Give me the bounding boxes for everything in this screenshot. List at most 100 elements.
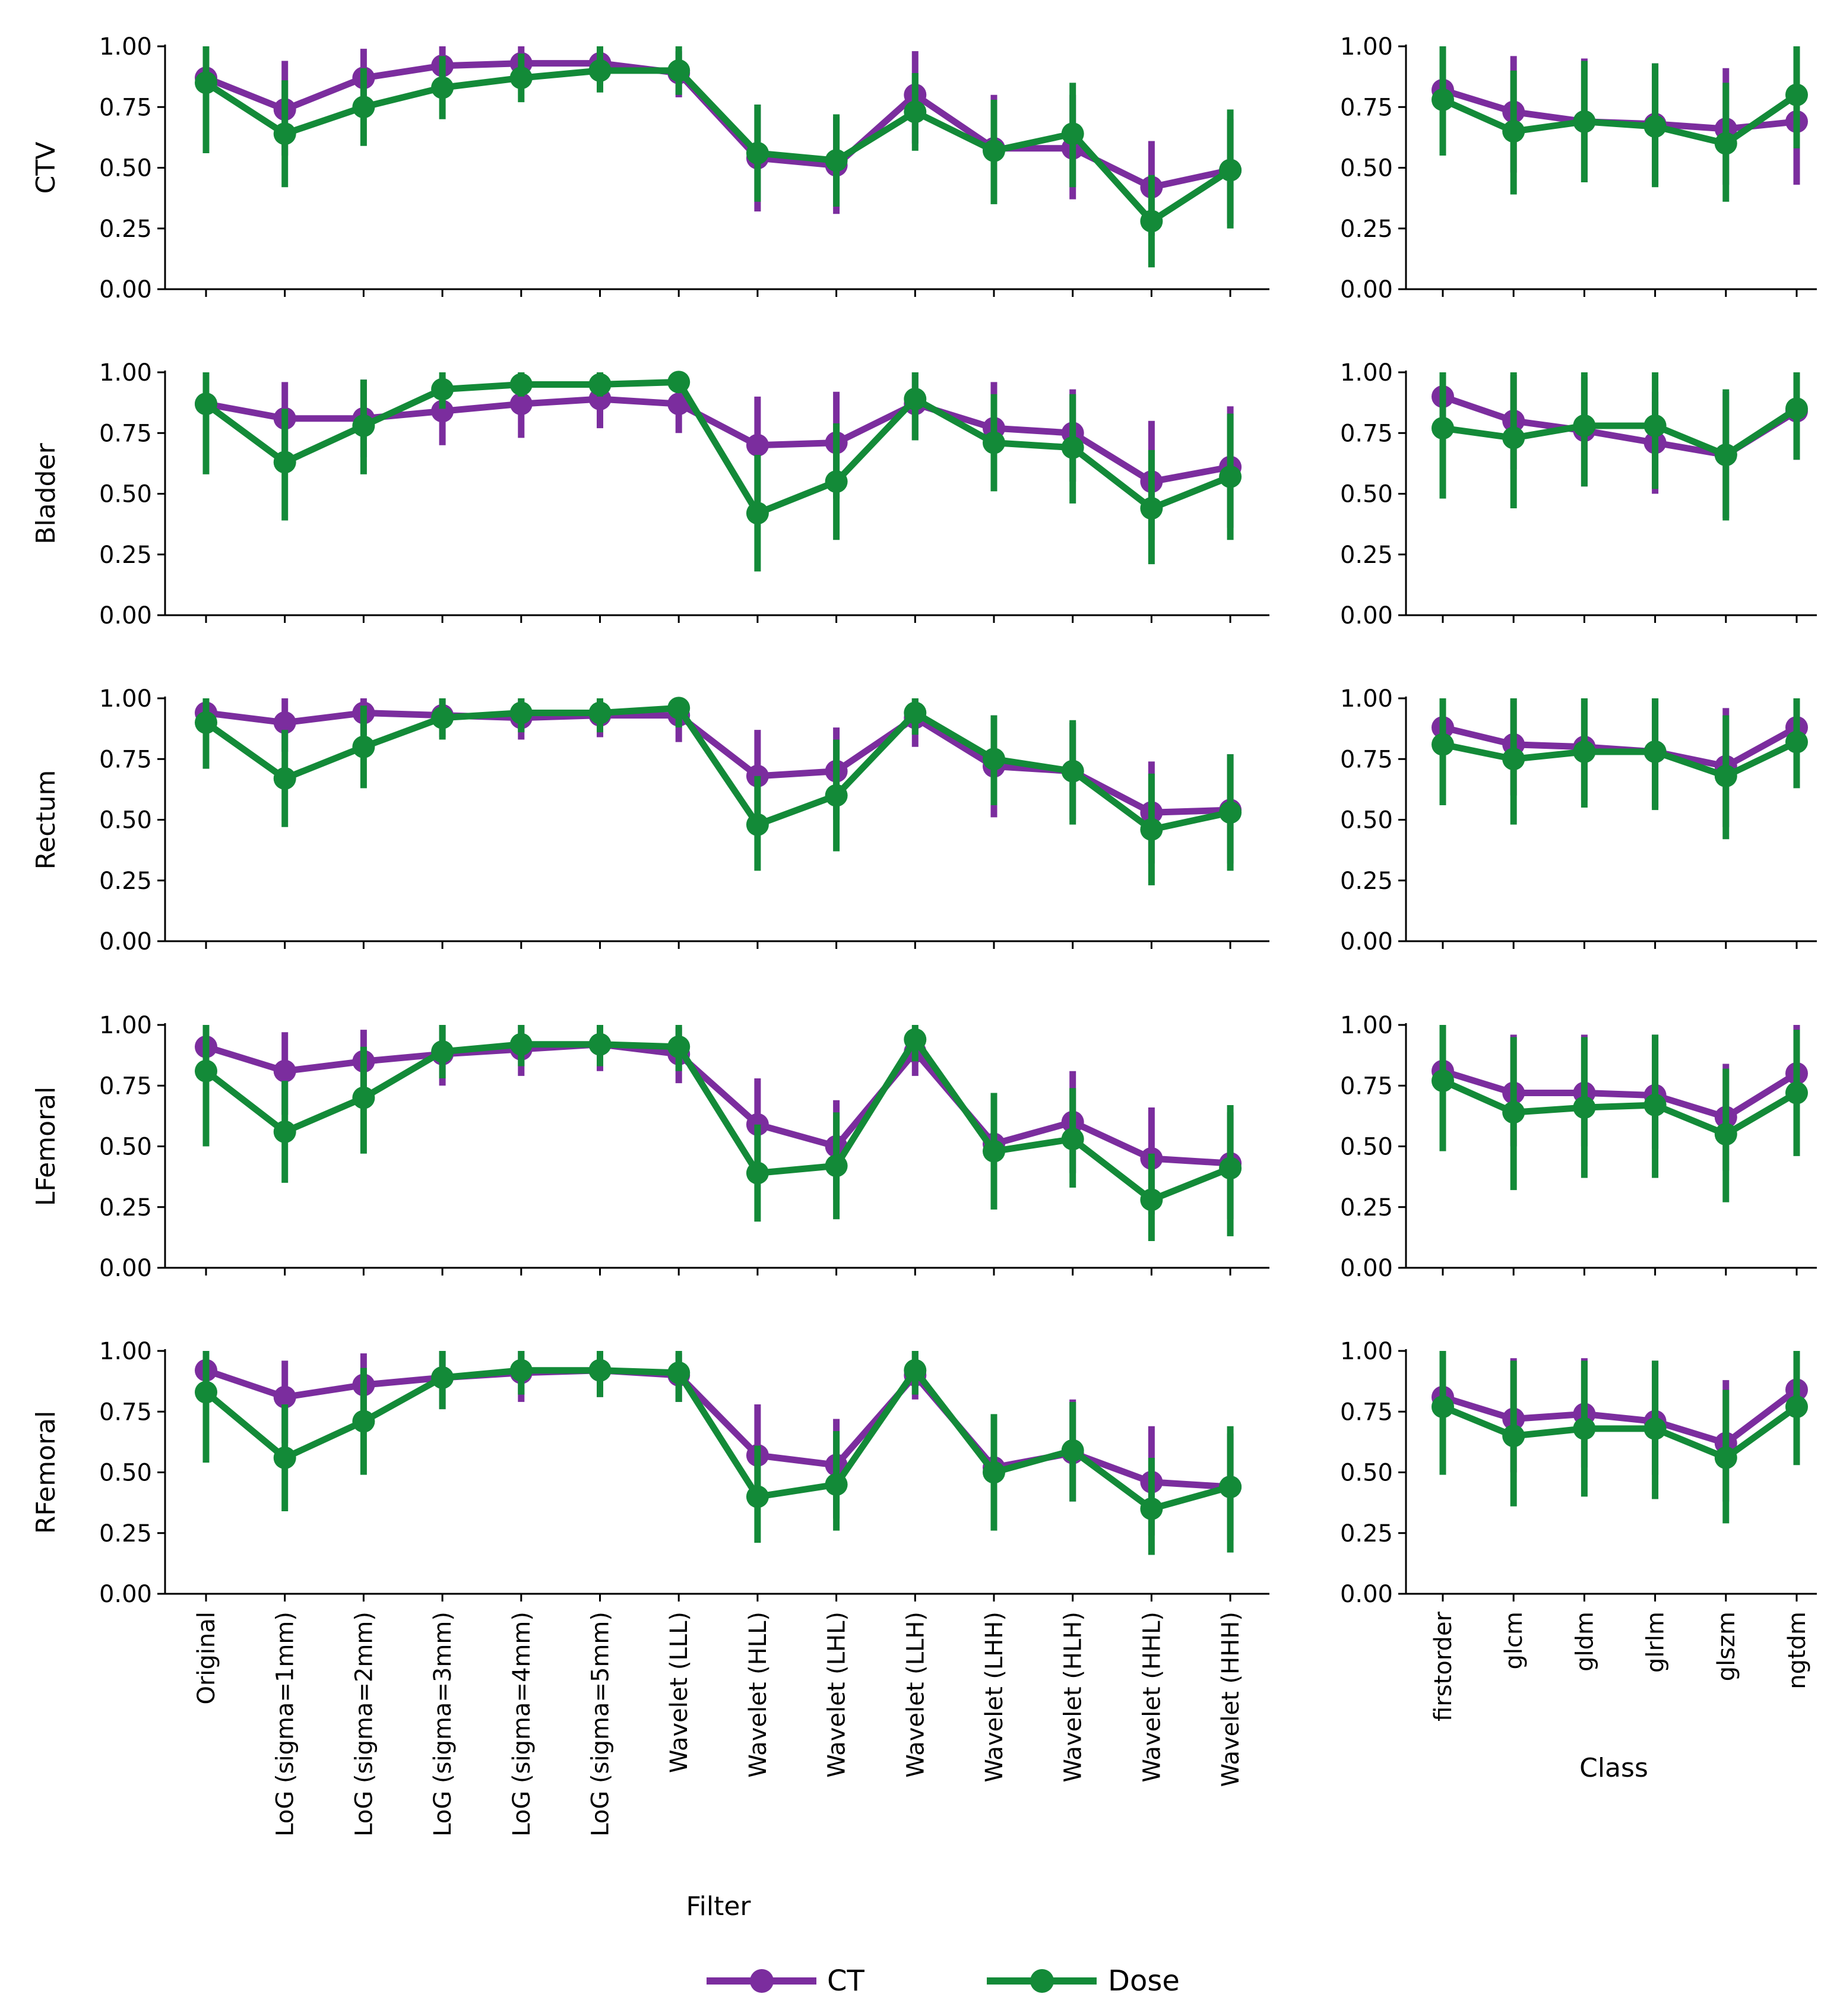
class-ytick-label-lfemoral: 0.00 bbox=[1340, 1255, 1393, 1282]
legend-ct-label: CT bbox=[827, 1964, 865, 1998]
class-ytick-label-rectum: 0.25 bbox=[1340, 868, 1393, 895]
filter-xtick-label-wavelet-llh: Wavelet (LLH) bbox=[902, 1612, 929, 1778]
data-point-dose bbox=[588, 59, 612, 82]
class-ytick-label-lfemoral: 0.25 bbox=[1340, 1194, 1393, 1221]
series-line-dose bbox=[202, 67, 1234, 224]
filter-ytick-label-lfemoral: 0.50 bbox=[99, 1134, 152, 1161]
filter-xtick-label-original: Original bbox=[193, 1612, 220, 1705]
data-point-dose bbox=[273, 451, 296, 474]
data-point-dose bbox=[983, 431, 1005, 454]
data-point-dose bbox=[431, 706, 454, 729]
filter-ytick-label-ctv: 1.00 bbox=[99, 33, 152, 61]
data-point-dose bbox=[1502, 426, 1525, 450]
filter-ytick-label-ctv: 0.25 bbox=[99, 216, 152, 243]
data-point-dose bbox=[746, 813, 769, 836]
filter-ytick-label-lfemoral: 0.75 bbox=[99, 1072, 152, 1100]
filter-xtick-label-wavelet-hhh: Wavelet (HHH) bbox=[1217, 1612, 1244, 1787]
filter-ytick-label-rfemoral: 0.25 bbox=[99, 1520, 152, 1547]
class-xtick-label-gldm: gldm bbox=[1571, 1612, 1598, 1672]
data-point-dose bbox=[431, 1366, 454, 1389]
data-point-dose bbox=[273, 1446, 296, 1469]
class-ytick-label-ctv: 0.50 bbox=[1340, 155, 1393, 182]
filter-ytick-label-ctv: 0.50 bbox=[99, 155, 152, 182]
data-point-ct bbox=[431, 400, 454, 423]
data-point-dose bbox=[509, 373, 533, 396]
class-ytick-label-ctv: 1.00 bbox=[1340, 33, 1393, 61]
class-ytick-label-rectum: 0.50 bbox=[1340, 807, 1393, 834]
filter-ytick-label-rfemoral: 0.75 bbox=[99, 1398, 152, 1426]
data-point-dose bbox=[273, 767, 296, 790]
data-point-dose bbox=[1573, 110, 1596, 133]
filter-ytick-label-rectum: 0.00 bbox=[99, 928, 152, 955]
series-line-ct bbox=[1439, 1386, 1800, 1447]
class-xtick-label-ngtdm: ngtdm bbox=[1784, 1612, 1811, 1689]
data-point-dose bbox=[588, 701, 612, 724]
filter-ytick-label-bladder: 0.75 bbox=[99, 420, 152, 447]
class-ytick-label-ctv: 0.00 bbox=[1340, 276, 1393, 303]
data-point-dose bbox=[195, 393, 217, 416]
legend-dose-label: Dose bbox=[1108, 1964, 1180, 1998]
data-point-dose bbox=[1061, 1439, 1084, 1462]
class-ytick-label-lfemoral: 0.75 bbox=[1340, 1072, 1393, 1100]
data-point-dose bbox=[1573, 740, 1596, 763]
filter-series-dose-bladder bbox=[195, 371, 1242, 572]
filter-series-ct-ctv bbox=[195, 46, 1242, 236]
legend-ct-marker bbox=[750, 1969, 774, 1993]
data-point-dose bbox=[1643, 115, 1667, 138]
data-point-dose bbox=[1785, 1395, 1808, 1419]
data-point-dose bbox=[1573, 414, 1596, 437]
data-point-dose bbox=[1061, 759, 1084, 783]
class-xtick-label-glszm: glszm bbox=[1713, 1612, 1740, 1681]
class-panel-ctv: 0.00 0.25 0.50 0.75 1.00 bbox=[1340, 33, 1817, 303]
data-point-dose bbox=[1785, 1081, 1808, 1104]
data-point-dose bbox=[1573, 1417, 1596, 1440]
series-line-dose bbox=[202, 1367, 1234, 1512]
row-rectum: Rectum0.000.250.500.751.000.000.250.500.… bbox=[31, 685, 1817, 955]
data-point-dose bbox=[431, 1040, 454, 1063]
class-ytick-label-ctv: 0.75 bbox=[1340, 94, 1393, 121]
row-rfemoral: RFemoral 0.00 0.25 0.50 0.75 1.00 Original LoG … bbox=[31, 1338, 1817, 1837]
filter-ytick-label-rectum: 1.00 bbox=[99, 685, 152, 713]
class-ytick-label-lfemoral: 0.50 bbox=[1340, 1134, 1393, 1161]
data-point-dose bbox=[195, 1381, 217, 1404]
data-point-dose bbox=[1643, 1417, 1667, 1440]
legend-dose-marker bbox=[1030, 1969, 1054, 1993]
data-point-dose bbox=[825, 149, 848, 172]
filter-ytick-label-lfemoral: 0.25 bbox=[99, 1194, 152, 1221]
data-point-dose bbox=[1432, 1395, 1454, 1419]
data-point-dose bbox=[1502, 120, 1525, 143]
data-point-dose bbox=[588, 1033, 612, 1056]
data-point-dose bbox=[352, 735, 375, 758]
series-line-dose bbox=[1439, 405, 1800, 458]
data-point-dose bbox=[1432, 1069, 1454, 1093]
series-line-ct bbox=[202, 1041, 1234, 1167]
class-ytick-label-rectum: 0.00 bbox=[1340, 928, 1393, 955]
data-point-dose bbox=[195, 71, 217, 94]
filter-series-dose-rectum bbox=[195, 697, 1242, 885]
data-point-ct bbox=[273, 1385, 296, 1409]
row-label-lfemoral: LFemoral bbox=[31, 1087, 61, 1207]
data-point-dose bbox=[509, 1359, 533, 1382]
data-point-dose bbox=[588, 1359, 612, 1382]
filter-ytick-label-rfemoral: 1.00 bbox=[99, 1338, 152, 1365]
filter-xtick-label-wavelet-hll: Wavelet (HLL) bbox=[745, 1612, 772, 1778]
class-panel-rfemoral: 0.00 0.25 0.50 0.75 1.00 firstorder glcm gldm gl… bbox=[1340, 1338, 1817, 1721]
row-label-ctv: CTV bbox=[31, 142, 61, 194]
data-point-dose bbox=[983, 139, 1005, 162]
legend-entry-ct: CT bbox=[707, 1964, 865, 1998]
filter-xtick-label-log-sigma-2mm: LoG (sigma=2mm) bbox=[350, 1612, 378, 1837]
data-point-dose bbox=[1140, 497, 1163, 520]
legend-entry-dose: Dose bbox=[987, 1964, 1180, 1998]
filter-ytick-label-lfemoral: 0.00 bbox=[99, 1255, 152, 1282]
data-point-dose bbox=[1061, 436, 1084, 459]
class-panel-lfemoral: 0.00 0.25 0.50 0.75 1.00 bbox=[1340, 1012, 1817, 1282]
class-panel-rectum: 0.00 0.25 0.50 0.75 1.00 bbox=[1340, 685, 1817, 955]
data-point-dose bbox=[431, 76, 454, 99]
data-point-dose bbox=[1714, 132, 1737, 155]
data-point-ct bbox=[509, 393, 533, 416]
data-point-dose bbox=[509, 701, 533, 724]
class-series-dose-bladder bbox=[1432, 372, 1808, 521]
class-ytick-label-bladder: 1.00 bbox=[1340, 359, 1393, 387]
data-point-dose bbox=[825, 1154, 848, 1178]
